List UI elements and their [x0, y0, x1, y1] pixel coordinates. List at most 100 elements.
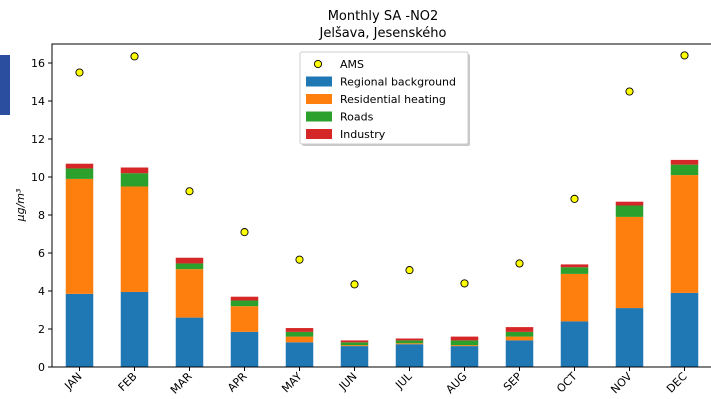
bar-oct-series-1	[560, 273, 589, 322]
bar-jul-series-0	[395, 344, 424, 367]
bar-sep-series-2	[505, 331, 534, 337]
y-tick-label: 12	[31, 133, 45, 146]
x-tick-label-may: MAY	[279, 370, 305, 396]
bar-jun-series-3	[340, 340, 369, 343]
ams-point-dec	[680, 51, 689, 60]
bar-nov-series-1	[615, 216, 644, 309]
y-tick-label: 14	[31, 95, 45, 108]
x-tick-label-jun: JUN	[336, 370, 360, 394]
ams-point-may	[295, 255, 304, 264]
bar-nov-series-3	[615, 201, 644, 206]
bar-dec-series-3	[670, 159, 699, 165]
bar-dec-series-2	[670, 164, 699, 176]
bar-oct-series-2	[560, 267, 589, 274]
y-axis-label: μg/m³	[14, 188, 27, 222]
bar-jul-series-1	[395, 343, 424, 345]
x-tick-label-oct: OCT	[554, 370, 580, 396]
legend-swatch-3	[306, 111, 332, 122]
bar-apr-series-3	[230, 296, 259, 301]
legend-entry-3: Roads	[340, 111, 374, 124]
x-tick-label-feb: FEB	[116, 370, 140, 394]
bar-may-series-0	[285, 342, 314, 367]
bar-jun-series-2	[340, 342, 369, 346]
y-tick-label: 0	[38, 361, 45, 374]
bar-jan-series-1	[65, 178, 94, 294]
x-tick-label-jan: JAN	[61, 370, 84, 393]
bar-aug-series-2	[450, 340, 479, 346]
bar-apr-series-1	[230, 306, 259, 332]
x-tick-label-sep: SEP	[501, 370, 525, 394]
chart-subtitle: Jelšava, Jesenského	[319, 26, 447, 41]
legend-entry-0: AMS	[340, 58, 364, 71]
plot-frame	[51, 43, 711, 368]
bar-oct-series-0	[560, 321, 589, 367]
y-tick-label: 10	[31, 171, 45, 184]
y-tick-label: 2	[38, 323, 45, 336]
bar-jan-series-2	[65, 168, 94, 179]
bar-may-series-1	[285, 336, 314, 343]
ams-point-feb	[130, 52, 139, 61]
y-tick-label: 16	[31, 57, 45, 70]
bar-jul-series-3	[395, 338, 424, 341]
x-tick-label-dec: DEC	[664, 370, 690, 396]
legend-swatch-ams	[313, 59, 323, 69]
y-tick-label: 8	[38, 209, 45, 222]
ams-point-jan	[75, 68, 84, 77]
ams-point-jul	[405, 266, 414, 275]
ams-point-sep	[515, 259, 524, 268]
ams-point-jun	[350, 280, 359, 289]
ams-point-nov	[625, 87, 634, 96]
y-tick-label: 6	[38, 247, 45, 260]
legend-box	[299, 51, 469, 145]
bar-mar-series-3	[175, 257, 204, 264]
bar-feb-series-3	[120, 167, 149, 174]
legend-swatch-2	[306, 94, 332, 104]
bar-jan-series-3	[65, 163, 94, 169]
bar-feb-series-2	[120, 173, 149, 187]
legend-entry-1: Regional background	[340, 76, 456, 89]
x-axis: JAN FEB MAR APR MAY JUN JUL AUG SEP OCT NOV DEC	[61, 367, 690, 397]
cropped-edge-mark	[0, 55, 10, 115]
y-tick-label: 4	[38, 285, 45, 298]
bar-jun-series-1	[340, 345, 369, 347]
ams-point-aug	[460, 279, 469, 288]
bar-jan-series-0	[65, 293, 94, 367]
bar-sep-series-1	[505, 336, 534, 341]
bar-mar-series-0	[175, 317, 204, 367]
x-tick-label-jul: JUL	[392, 369, 415, 392]
bar-may-series-2	[285, 331, 314, 337]
bar-nov-series-2	[615, 205, 644, 217]
legend: AMS Regional background Residential heatin…	[299, 51, 470, 146]
bar-dec-series-1	[670, 175, 699, 293]
bar-jun-series-0	[340, 346, 369, 367]
legend-entry-2: Residential heating	[340, 93, 446, 106]
ams-point-oct	[570, 194, 579, 203]
y-axis: 0 2 4 6 8 10 12 14 16	[31, 57, 52, 374]
bar-mar-series-2	[175, 263, 204, 270]
bar-sep-series-3	[505, 327, 534, 332]
x-tick-label-nov: NOV	[608, 370, 635, 397]
bar-sep-series-0	[505, 340, 534, 367]
bar-feb-series-0	[120, 291, 149, 367]
points-group	[75, 51, 689, 289]
x-tick-label-aug: AUG	[443, 370, 469, 396]
bar-jul-series-2	[395, 340, 424, 344]
bar-aug-series-3	[450, 336, 479, 341]
bar-apr-series-0	[230, 331, 259, 367]
bar-apr-series-2	[230, 300, 259, 307]
chart-title: Monthly SA -NO2	[328, 9, 439, 24]
bar-feb-series-1	[120, 186, 149, 292]
chart-title-group: Monthly SA -NO2 Jelšava, Jesenského	[319, 9, 447, 41]
x-tick-label-mar: MAR	[168, 370, 195, 397]
legend-entry-4: Industry	[340, 128, 386, 141]
ams-point-apr	[240, 228, 249, 237]
x-tick-label-apr: APR	[225, 370, 250, 395]
bar-aug-series-1	[450, 345, 479, 347]
legend-swatch-4	[306, 129, 332, 139]
legend-swatch-1	[306, 76, 332, 87]
bar-nov-series-0	[615, 308, 644, 367]
bar-aug-series-0	[450, 346, 479, 367]
ams-point-mar	[185, 187, 194, 196]
bars-group	[65, 159, 699, 367]
